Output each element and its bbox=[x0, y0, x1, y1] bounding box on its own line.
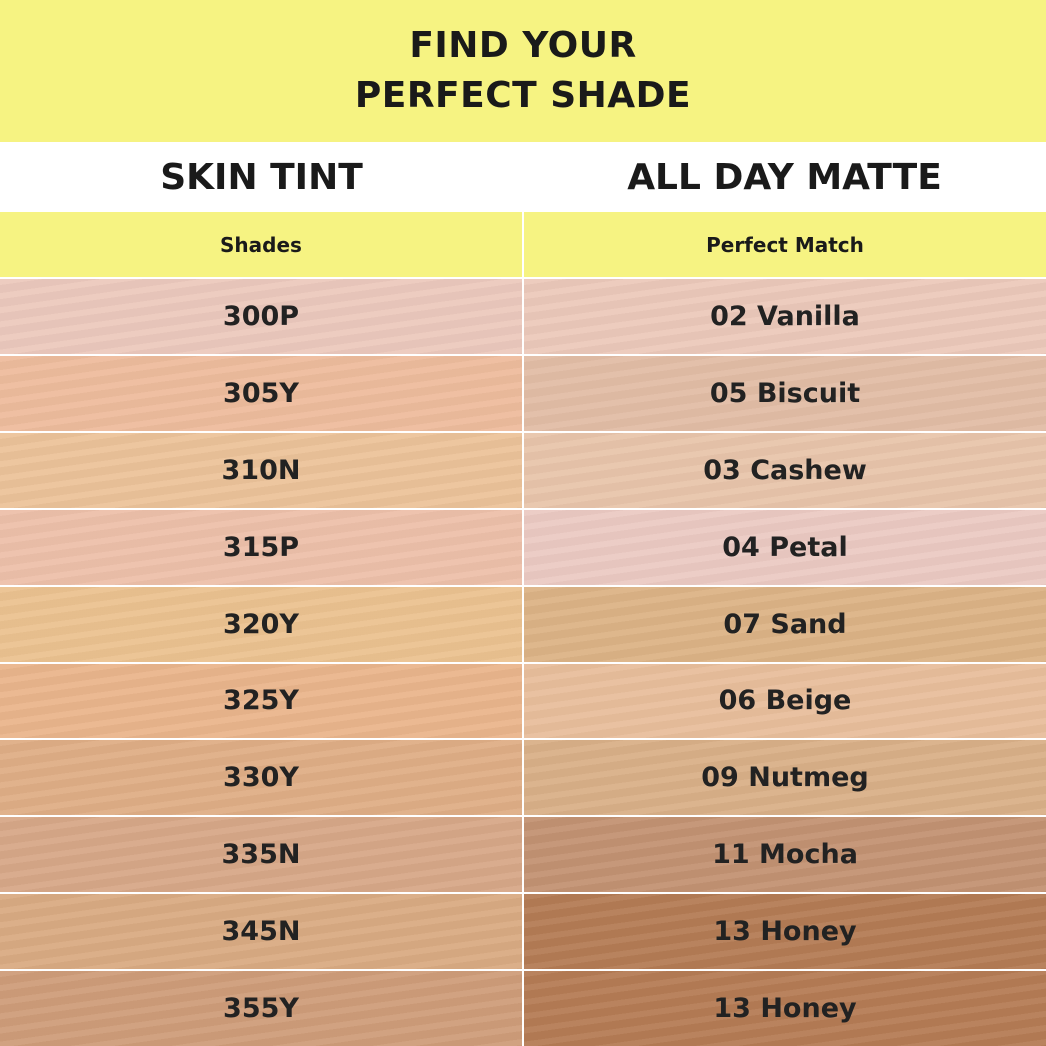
shade-cell: 310N bbox=[0, 432, 524, 508]
shade-cell: 325Y bbox=[0, 663, 524, 739]
match-cell: 05 Biscuit bbox=[524, 355, 1046, 431]
title-line-2: PERFECT SHADE bbox=[354, 75, 692, 116]
table-row: 325Y 06 Beige bbox=[0, 661, 1046, 739]
table-row: 315P 04 Petal bbox=[0, 507, 1046, 585]
shade-cell: 345N bbox=[0, 894, 524, 970]
match-cell: 02 Vanilla bbox=[524, 279, 1046, 354]
table-row: 300P 02 Vanilla bbox=[0, 277, 1046, 354]
match-cell: 13 Honey bbox=[524, 971, 1046, 1046]
match-cell: 04 Petal bbox=[524, 509, 1046, 585]
product-right: ALL DAY MATTE bbox=[627, 156, 942, 198]
match-cell: 13 Honey bbox=[524, 894, 1046, 970]
table-row: 355Y 13 Honey bbox=[0, 969, 1046, 1046]
table-row: 305Y 05 Biscuit bbox=[0, 353, 1046, 431]
product-header: SKIN TINT ALL DAY MATTE bbox=[0, 142, 1046, 212]
table-row: 310N 03 Cashew bbox=[0, 430, 1046, 508]
shade-cell: 305Y bbox=[0, 355, 524, 431]
shade-cell: 335N bbox=[0, 817, 524, 893]
title-line-1: FIND YOUR bbox=[409, 25, 637, 66]
column-header-match: Perfect Match bbox=[706, 232, 864, 257]
table-row: 320Y 07 Sand bbox=[0, 584, 1046, 662]
column-header: Shades Perfect Match bbox=[0, 212, 1046, 277]
column-header-shades: Shades bbox=[0, 212, 524, 277]
match-cell: 06 Beige bbox=[524, 663, 1046, 739]
shade-table: 300P 02 Vanilla 305Y 05 Biscuit 310N 03 Cashe… bbox=[0, 277, 1046, 1046]
table-row: 335N 11 Mocha bbox=[0, 815, 1046, 893]
shade-cell: 355Y bbox=[0, 971, 524, 1046]
shade-cell: 315P bbox=[0, 509, 524, 585]
match-cell: 11 Mocha bbox=[524, 817, 1046, 893]
table-row: 345N 13 Honey bbox=[0, 892, 1046, 970]
shade-cell: 330Y bbox=[0, 740, 524, 816]
match-cell: 07 Sand bbox=[524, 586, 1046, 662]
table-row: 330Y 09 Nutmeg bbox=[0, 738, 1046, 816]
shade-cell: 320Y bbox=[0, 586, 524, 662]
product-left: SKIN TINT bbox=[160, 156, 363, 198]
title-banner: FIND YOUR PERFECT SHADE bbox=[0, 0, 1046, 142]
shade-cell: 300P bbox=[0, 279, 524, 354]
match-cell: 09 Nutmeg bbox=[524, 740, 1046, 816]
match-cell: 03 Cashew bbox=[524, 432, 1046, 508]
